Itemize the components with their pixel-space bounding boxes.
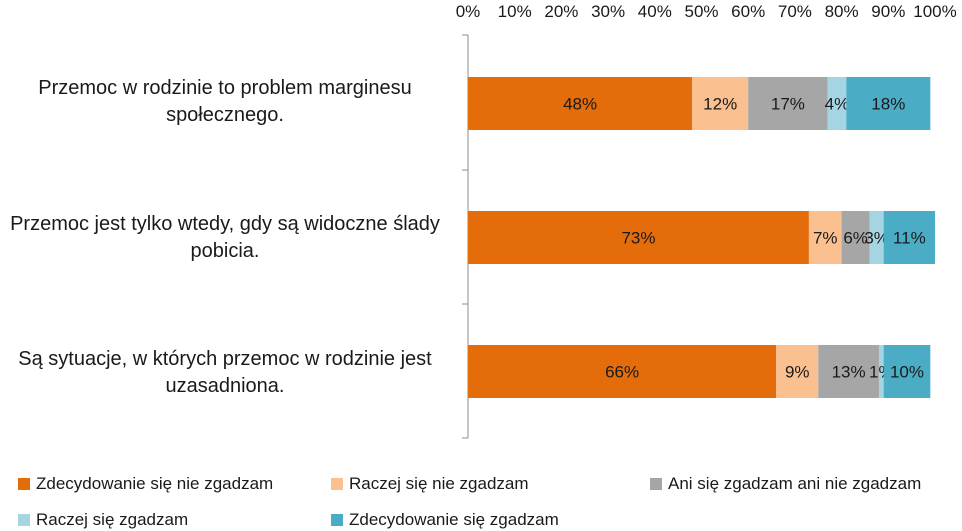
data-label: 66%	[605, 363, 639, 382]
x-tick-label: 100%	[913, 2, 956, 21]
bar-segment	[869, 211, 884, 264]
legend-item: Zdecydowanie się nie zgadzam	[18, 474, 273, 494]
data-label: 73%	[621, 229, 655, 248]
bar-segment	[808, 211, 842, 264]
data-label: 6%	[843, 229, 868, 248]
x-tick-label: 30%	[591, 2, 625, 21]
bar-segment	[818, 345, 879, 398]
x-tick-label: 0%	[456, 2, 481, 21]
legend-label: Raczej się nie zgadzam	[349, 474, 529, 493]
data-label: 10%	[890, 363, 924, 382]
bar-segment	[883, 211, 935, 264]
category-label: Przemoc jest tylko wtedy, gdy są widoczn…	[10, 213, 440, 262]
legend-label: Zdecydowanie się nie zgadzam	[36, 474, 274, 493]
legend-label: Zdecydowanie się zgadzam	[349, 510, 559, 529]
bar-segment	[883, 345, 931, 398]
bar-segment	[827, 77, 847, 130]
bar-segment	[468, 77, 693, 130]
category-label: Są sytuacje, w których przemoc w rodzini…	[18, 348, 432, 397]
x-tick-label: 20%	[544, 2, 578, 21]
data-label: 7%	[813, 229, 838, 248]
data-label: 11%	[893, 229, 926, 248]
x-tick-label: 60%	[731, 2, 765, 21]
bar-segment	[776, 345, 819, 398]
data-label: 13%	[832, 363, 866, 382]
x-tick-label: 80%	[825, 2, 859, 21]
data-label: 4%	[825, 95, 850, 114]
bar-segment	[468, 211, 809, 264]
bar-segment	[878, 345, 884, 398]
bar-segment	[841, 211, 870, 264]
legend-item: Zdecydowanie się zgadzam	[331, 510, 559, 530]
x-tick-label: 40%	[638, 2, 672, 21]
legend-label: Raczej się zgadzam	[36, 510, 189, 529]
legend-label: Ani się zgadzam ani nie zgadzam	[668, 474, 922, 493]
x-tick-label: 90%	[871, 2, 905, 21]
data-label: 9%	[785, 363, 810, 382]
category-label: Przemoc w rodzinie to problem marginesu …	[38, 77, 412, 126]
legend-item: Ani się zgadzam ani nie zgadzam	[650, 474, 921, 494]
bar-segment	[748, 77, 828, 130]
data-label: 3%	[864, 229, 889, 248]
legend-swatch	[18, 514, 30, 526]
legend-swatch	[331, 514, 343, 526]
legend-item: Raczej się zgadzam	[18, 510, 188, 530]
data-label: 12%	[703, 95, 737, 114]
bar-segment	[692, 77, 749, 130]
legend-swatch	[650, 478, 662, 490]
bar-segment	[846, 77, 931, 130]
legend-swatch	[18, 478, 30, 490]
legend-swatch	[331, 478, 343, 490]
data-label: 48%	[563, 95, 597, 114]
legend-item: Raczej się nie zgadzam	[331, 474, 529, 494]
x-tick-label: 50%	[684, 2, 718, 21]
data-label: 17%	[771, 95, 805, 114]
x-tick-label: 10%	[498, 2, 532, 21]
bar-segment	[468, 345, 777, 398]
x-tick-label: 70%	[778, 2, 812, 21]
data-label: 18%	[871, 95, 905, 114]
